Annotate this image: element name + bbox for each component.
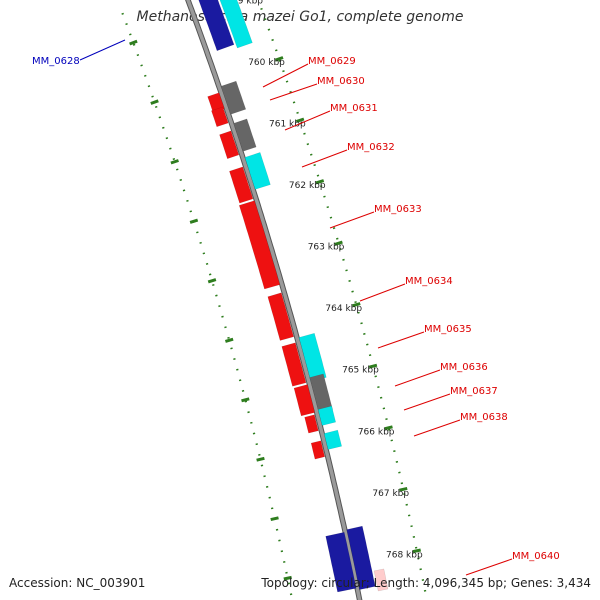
gene-label[interactable]: MM_0640 [512,551,560,562]
gene-label[interactable]: MM_0635 [424,324,472,335]
gene-label[interactable]: MM_0633 [374,204,422,215]
gene-leader-line [269,83,318,101]
tick-mark [399,486,408,492]
feature-block[interactable] [304,414,319,434]
gene-leader-line [413,419,461,437]
accession-text: Accession: NC_003901 [9,576,146,590]
feature-block[interactable] [310,440,326,460]
tick-marks: 759 kbp 760 kbp 761 kbp 762 kbp 763 kbp 764 k… [129,0,423,581]
gene-features [194,0,389,593]
summary-text: Topology: circular; Length: 4,096,345 bp… [261,576,591,590]
feature-block[interactable] [293,384,316,417]
tick-mark [207,278,217,284]
gene-leader-line [403,393,451,411]
tick-mark [241,397,250,403]
gene-leader-line [359,283,406,302]
feature-block[interactable] [238,200,281,290]
gene-label[interactable]: MM_0628 [32,56,80,67]
feature-block[interactable] [220,80,247,115]
map-tracks [121,0,428,600]
gene-label[interactable]: MM_0630 [317,76,365,87]
feature-block[interactable] [346,525,376,590]
tick-mark [283,575,292,581]
tick-mark [270,516,279,522]
tick-mark [189,218,199,224]
tick-label: 760 kbp [248,58,285,68]
tick-mark [129,39,138,46]
tick-mark [352,302,361,308]
tick-mark [334,240,343,246]
feature-block[interactable] [281,342,307,387]
feature-block[interactable] [229,166,254,204]
tick-mark [412,548,422,554]
feature-block[interactable] [323,429,343,450]
tick-label: 768 kbp [386,551,423,561]
feature-block[interactable] [194,0,235,52]
feature-block[interactable] [267,292,294,341]
feature-block[interactable] [244,152,271,190]
backbone [186,0,362,600]
gene-leader-line [465,558,513,576]
gene-label[interactable]: MM_0637 [450,386,498,397]
tick-mark [224,337,234,343]
gene-label[interactable]: MM_0632 [347,142,395,153]
feature-block[interactable] [233,118,257,152]
tick-label: 764 kbp [325,304,362,314]
tick-label: 761 kbp [269,119,306,129]
gene-leader-line [284,110,331,131]
tick-label: 766 kbp [358,427,395,437]
gene-leader-line [262,63,309,88]
tick-mark [368,363,378,369]
feature-block[interactable] [325,531,357,593]
feature-block[interactable] [373,568,389,592]
tick-label: 767 kbp [372,489,409,499]
tick-label: 762 kbp [289,181,326,191]
gene-label[interactable]: MM_0634 [405,276,453,287]
gene-leader-line [79,39,126,61]
tick-mark [256,456,265,462]
gene-label[interactable]: MM_0629 [308,56,356,67]
tick-label: 763 kbp [308,243,345,253]
tick-mark [150,99,159,105]
tick-mark [315,179,325,185]
gene-label[interactable]: MM_0631 [330,103,378,114]
gene-leader-line [301,149,348,168]
tick-mark [274,56,284,62]
tick-label: 759 kbp [226,0,263,6]
gene-leader-line [377,331,425,349]
feature-block[interactable] [317,405,337,426]
tick-label: 765 kbp [342,366,379,376]
feature-block[interactable] [211,106,229,128]
feature-block[interactable] [212,0,253,49]
tick-mark [170,159,179,165]
gene-label[interactable]: MM_0638 [460,412,508,423]
gene-leader-line [329,211,375,229]
gene-label[interactable]: MM_0636 [440,362,488,373]
feature-block[interactable] [219,130,240,160]
tick-mark [295,117,305,123]
tick-mark [384,425,393,431]
gene-labels: MM_0628 MM_0629 MM_0630 MM_0631 MM_0632 MM_06… [32,39,560,576]
gene-leader-line [394,369,441,387]
